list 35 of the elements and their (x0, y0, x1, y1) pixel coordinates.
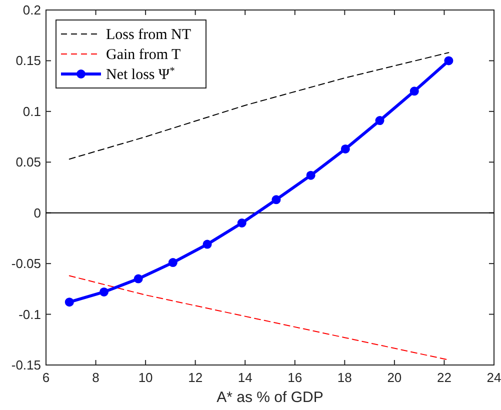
x-axis-title: A* as % of GDP (216, 389, 324, 406)
x-tick-label: 12 (188, 370, 203, 385)
point (168, 258, 178, 268)
x-tick-label: 24 (486, 370, 501, 385)
point (306, 170, 316, 180)
point (134, 274, 143, 284)
legend-label: Gain from T (106, 47, 181, 63)
x-tick-label: 18 (337, 370, 352, 385)
y-tick-label: -0.1 (18, 306, 41, 322)
y-tick-label: 0.05 (16, 154, 41, 170)
x-tick-label: 10 (138, 370, 153, 385)
x-tick-label: 22 (436, 370, 452, 385)
point (444, 56, 454, 66)
point (237, 218, 246, 228)
point (272, 195, 281, 204)
y-tick-label: 0.2 (22, 2, 41, 18)
x-tick-label: 6 (42, 370, 50, 385)
y-tick-label: -0.15 (11, 358, 41, 372)
point (410, 86, 419, 96)
x-tick-label: 16 (288, 370, 302, 385)
y-tick-label: -0.05 (11, 256, 41, 272)
x-tick-label: 14 (238, 370, 252, 385)
point (64, 298, 74, 307)
x-tick-label: 8 (92, 370, 100, 385)
point (375, 116, 384, 126)
legend-label: Loss from NT (106, 27, 191, 43)
point (99, 287, 108, 296)
y-tick-label: 0.1 (22, 104, 41, 119)
line-series (68, 275, 450, 360)
point (202, 240, 212, 249)
point (340, 144, 350, 154)
x-tick-label: 20 (387, 370, 402, 385)
legend-label: Net loss Ψ$^{*}$ (106, 66, 175, 83)
y-tick-label: 0 (34, 205, 41, 220)
y-tick-label: 0.15 (16, 53, 41, 68)
